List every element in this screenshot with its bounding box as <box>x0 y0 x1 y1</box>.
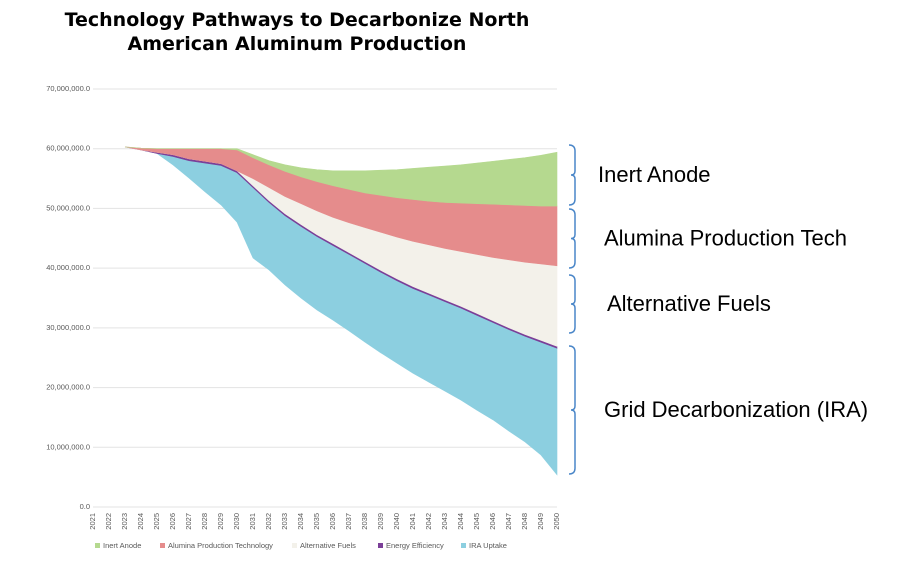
x-tick-label: 2035 <box>312 513 321 530</box>
x-tick-label: 2041 <box>408 513 417 530</box>
legend-swatch <box>160 543 165 548</box>
x-tick-label: 2023 <box>120 513 129 530</box>
annotation: Alumina Production Tech <box>604 225 847 250</box>
x-tick-label: 2047 <box>504 513 513 530</box>
legend-swatch <box>95 543 100 548</box>
legend-label: Alternative Fuels <box>300 541 356 550</box>
x-tick-label: 2043 <box>440 513 449 530</box>
y-tick-label: 30,000,000.0 <box>46 323 90 332</box>
y-tick-label: 70,000,000.0 <box>46 84 90 93</box>
x-tick-label: 2021 <box>88 513 97 530</box>
annotation: Alternative Fuels <box>607 291 771 316</box>
x-tick-label: 2042 <box>424 513 433 530</box>
x-tick-label: 2022 <box>104 513 113 530</box>
annotation: Grid Decarbonization (IRA) <box>604 397 868 422</box>
x-tick-label: 2045 <box>472 513 481 530</box>
y-tick-label: 50,000,000.0 <box>46 203 90 212</box>
x-tick-label: 2026 <box>168 513 177 530</box>
x-tick-label: 2031 <box>248 513 257 530</box>
legend-label: Inert Anode <box>103 541 141 550</box>
annotation: Inert Anode <box>598 162 711 187</box>
x-tick-label: 2036 <box>328 513 337 530</box>
legend-swatch <box>292 543 297 548</box>
x-tick-label: 2034 <box>296 513 305 530</box>
x-tick-label: 2046 <box>488 513 497 530</box>
x-tick-label: 2025 <box>152 513 161 530</box>
y-tick-label: 60,000,000.0 <box>46 144 90 153</box>
area <box>124 146 558 207</box>
legend-label: IRA Uptake <box>469 541 507 550</box>
x-tick-label: 2024 <box>136 513 145 530</box>
y-tick-label: 10,000,000.0 <box>46 442 90 451</box>
x-tick-label: 2039 <box>376 513 385 530</box>
legend-label: Energy Efficiency <box>386 541 444 550</box>
x-tick-label: 2048 <box>520 513 529 530</box>
x-tick-label: 2028 <box>200 513 209 530</box>
y-tick-label: 0.0 <box>80 502 90 511</box>
x-tick-label: 2037 <box>344 513 353 530</box>
x-tick-label: 2038 <box>360 513 369 530</box>
legend-swatch <box>461 543 466 548</box>
x-tick-label: 2030 <box>232 513 241 530</box>
legend-label: Alumina Production Technology <box>168 541 273 550</box>
x-tick-label: 2029 <box>216 513 225 530</box>
y-tick-label: 20,000,000.0 <box>46 383 90 392</box>
x-tick-label: 2033 <box>280 513 289 530</box>
x-tick-label: 2027 <box>184 513 193 530</box>
x-tick-label: 2040 <box>392 513 401 530</box>
x-tick-label: 2049 <box>536 513 545 530</box>
brace <box>568 274 576 334</box>
chart-title: Technology Pathways to Decarbonize North… <box>64 9 530 55</box>
x-tick-label: 2044 <box>456 513 465 530</box>
brace <box>568 144 576 206</box>
y-tick-label: 40,000,000.0 <box>46 263 90 272</box>
x-tick-label: 2050 <box>552 513 561 530</box>
legend-swatch <box>378 543 383 548</box>
brace <box>568 208 576 269</box>
brace <box>568 345 576 475</box>
x-tick-label: 2032 <box>264 513 273 530</box>
